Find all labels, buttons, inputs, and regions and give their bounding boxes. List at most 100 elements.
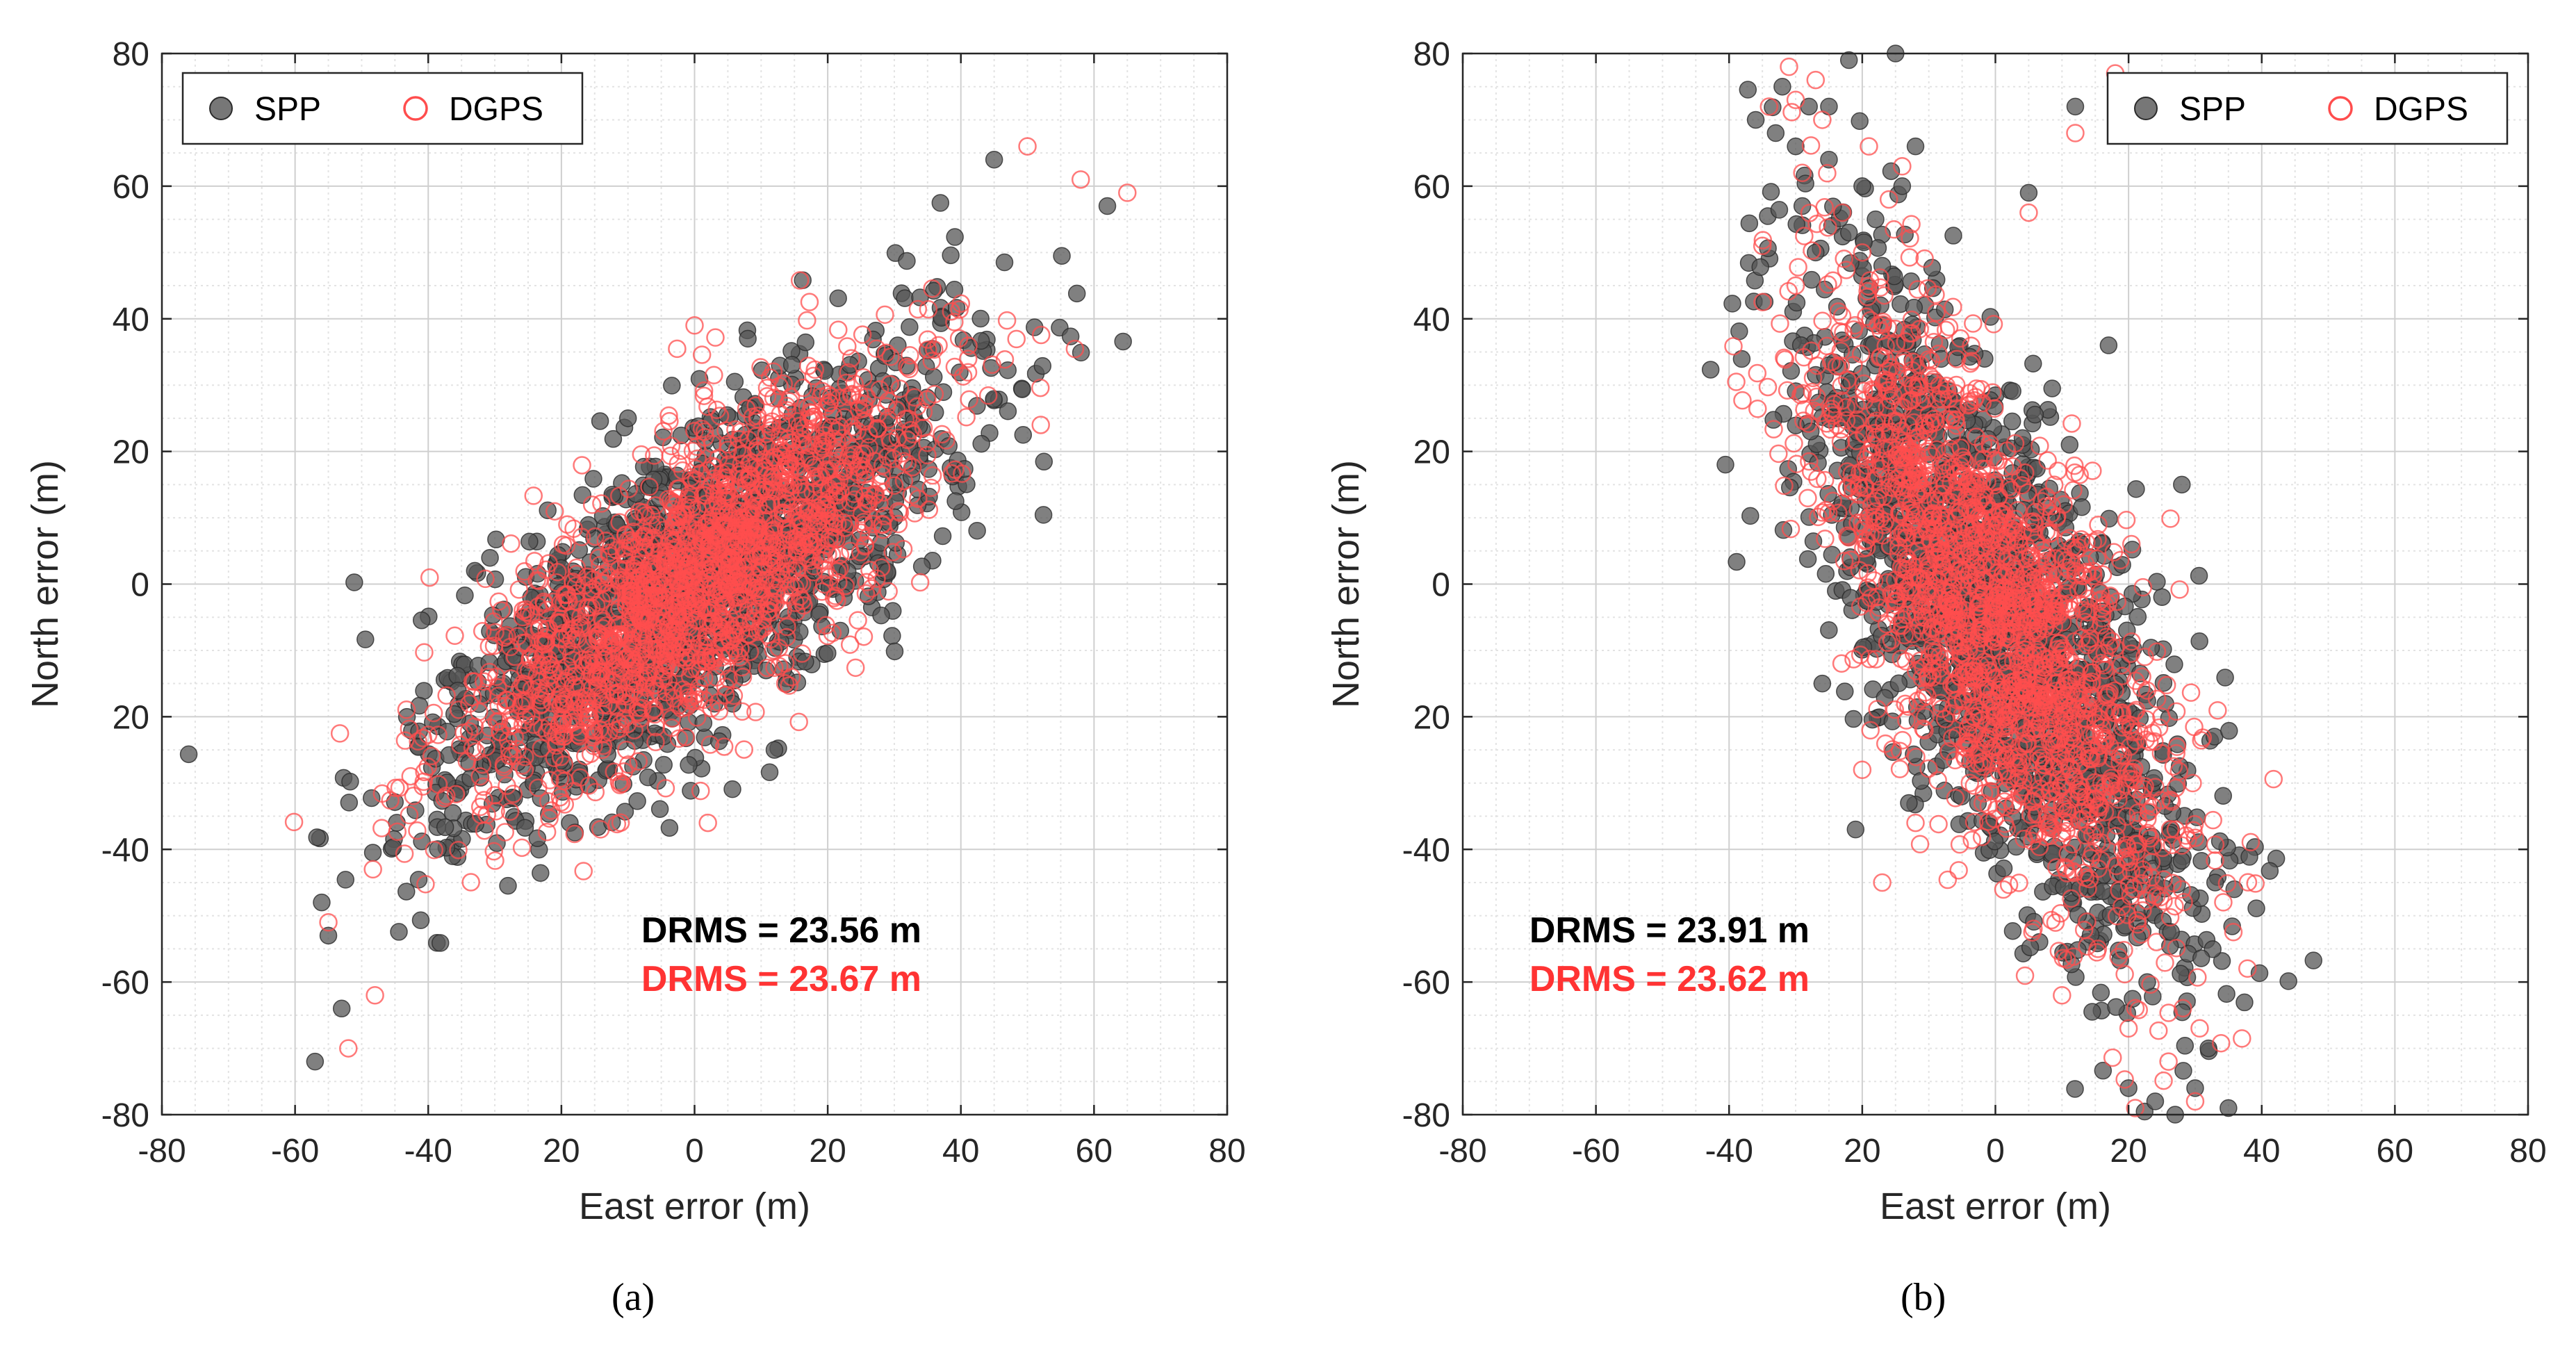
- point-spp: [660, 819, 679, 837]
- x-tick-label: 60: [1076, 1133, 1113, 1170]
- point-spp: [445, 705, 463, 723]
- x-tick-label: 40: [942, 1133, 979, 1170]
- point-spp: [782, 356, 801, 374]
- point-spp: [628, 792, 646, 810]
- point-spp: [456, 586, 474, 605]
- point-spp: [1798, 550, 1817, 568]
- point-spp: [448, 666, 466, 685]
- point-spp: [2066, 1080, 2084, 1098]
- point-spp: [1723, 295, 1741, 313]
- point-spp: [886, 492, 905, 510]
- point-spp: [436, 818, 454, 837]
- point-spp: [1033, 356, 1052, 375]
- point-spp: [796, 333, 815, 352]
- point-spp: [2060, 436, 2079, 454]
- point-spp: [1013, 380, 1031, 399]
- point-spp: [999, 402, 1017, 420]
- point-spp: [911, 288, 929, 306]
- chart-a: -80 -60 -40 20 0 20 40 60 80-80-60-4020020406080…: [24, 36, 1246, 1227]
- point-spp: [942, 246, 960, 265]
- y-tick-label: -40: [101, 832, 149, 869]
- point-spp: [340, 794, 359, 812]
- chart-b: -80 -60 -40 20 0 20 40 60 80-80-60-4020020406080…: [1325, 36, 2547, 1227]
- point-spp: [971, 309, 990, 328]
- point-spp: [438, 722, 457, 741]
- point-spp: [1739, 81, 1757, 99]
- point-spp: [2220, 721, 2238, 740]
- point-spp: [2214, 787, 2232, 805]
- point-spp: [1067, 284, 1086, 303]
- point-spp: [591, 412, 609, 430]
- x-tick-label: 20: [543, 1133, 580, 1170]
- point-spp: [1804, 532, 1823, 550]
- point-spp: [440, 746, 459, 764]
- point-spp: [933, 527, 952, 546]
- point-spp: [883, 627, 901, 645]
- point-spp: [985, 390, 1003, 408]
- point-spp: [2003, 382, 2021, 400]
- point-spp: [332, 999, 351, 1018]
- point-spp: [356, 630, 375, 648]
- point-spp: [898, 252, 916, 270]
- legend-label-dgps: DGPS: [449, 91, 543, 128]
- point-spp: [415, 682, 433, 700]
- point-spp: [528, 829, 547, 847]
- point-spp: [650, 800, 669, 819]
- point-spp: [985, 150, 1003, 169]
- point-spp: [931, 194, 950, 212]
- point-spp: [2026, 405, 2044, 424]
- y-tick-label: 20: [113, 699, 149, 736]
- point-spp: [2216, 669, 2234, 687]
- point-spp: [390, 923, 408, 941]
- point-spp: [362, 789, 381, 808]
- legend-label-spp: SPP: [254, 91, 321, 128]
- point-spp: [718, 406, 737, 425]
- point-spp: [397, 883, 416, 901]
- point-spp: [1701, 361, 1720, 379]
- point-spp: [1841, 589, 1860, 607]
- point-spp: [499, 876, 517, 895]
- point-spp: [411, 911, 430, 930]
- point-spp: [1741, 507, 1759, 525]
- point-spp: [1851, 112, 1869, 130]
- point-spp: [765, 741, 784, 759]
- drms-annotation: DRMS = 23.67 m: [641, 959, 921, 999]
- point-spp: [1751, 258, 1769, 277]
- point-spp: [306, 1052, 325, 1071]
- point-spp: [682, 782, 700, 800]
- point-spp: [739, 329, 757, 348]
- point-spp: [1098, 197, 1117, 215]
- point-spp: [2279, 972, 2297, 990]
- point-spp: [2172, 965, 2190, 983]
- x-tick-label: 80: [1208, 1133, 1245, 1170]
- x-tick-label: -40: [404, 1133, 452, 1170]
- point-spp: [363, 844, 382, 862]
- point-spp: [1740, 214, 1759, 233]
- point-spp: [1770, 201, 1789, 219]
- point-spp: [319, 926, 338, 945]
- point-spp: [872, 606, 890, 625]
- point-spp: [999, 361, 1017, 379]
- point-spp: [2153, 588, 2172, 606]
- legend-marker-spp: [209, 97, 233, 120]
- point-spp: [486, 570, 504, 589]
- point-spp: [573, 486, 592, 505]
- point-spp: [412, 611, 431, 630]
- point-spp: [663, 377, 681, 395]
- point-spp: [924, 368, 943, 386]
- point-spp: [1816, 565, 1835, 583]
- point-spp: [487, 530, 505, 549]
- x-tick-label: -80: [138, 1133, 186, 1170]
- point-spp: [946, 228, 964, 246]
- point-spp: [885, 642, 904, 661]
- point-spp: [584, 470, 602, 488]
- point-spp: [618, 409, 637, 427]
- point-spp: [308, 828, 326, 846]
- point-spp: [1072, 343, 1090, 362]
- point-spp: [760, 763, 779, 781]
- point-spp: [968, 521, 986, 540]
- point-spp: [912, 557, 931, 575]
- point-spp: [313, 893, 331, 912]
- y-tick-label: -80: [101, 1097, 149, 1134]
